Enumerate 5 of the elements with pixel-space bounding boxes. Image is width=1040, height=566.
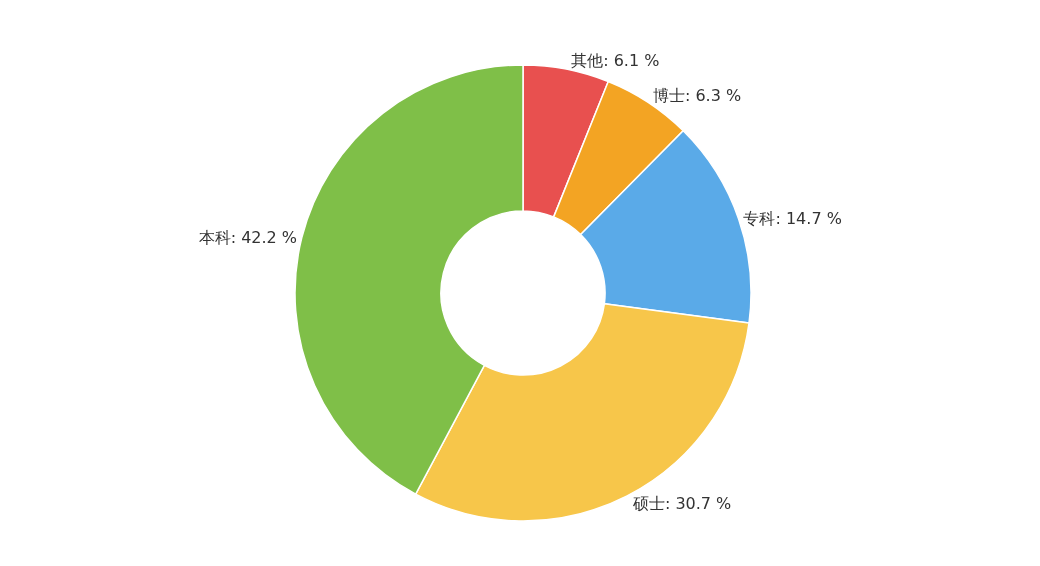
slice-label: 本科: 42.2 % [198, 227, 298, 247]
slice-label: 硕士: 30.7 % [631, 493, 732, 513]
slice-label: 专科: 14.7 % [743, 208, 842, 228]
slice-label: 博士: 6.3 % [652, 86, 742, 106]
slice-label: 其他: 6.1 % [571, 50, 660, 70]
